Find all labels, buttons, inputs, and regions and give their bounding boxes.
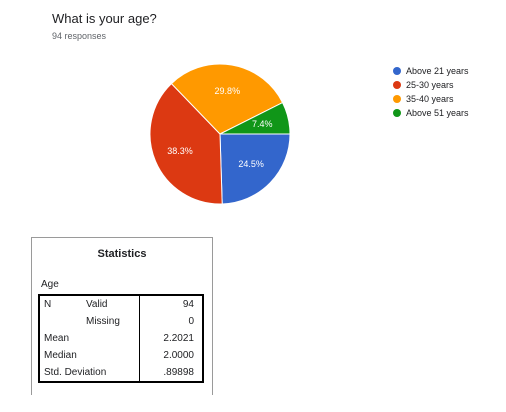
chart-legend: Above 21 years 25-30 years 35-40 years A… bbox=[393, 64, 469, 120]
table-row: N Valid 94 bbox=[39, 295, 203, 313]
legend-label: Above 21 years bbox=[406, 66, 469, 76]
question-title: What is your age? bbox=[52, 11, 157, 26]
slice-label: 38.3% bbox=[167, 146, 193, 156]
legend-swatch-icon bbox=[393, 81, 401, 89]
legend-label: Above 51 years bbox=[406, 108, 469, 118]
table-row: Std. Deviation .89898 bbox=[39, 364, 203, 382]
slice-label: 29.8% bbox=[215, 86, 241, 96]
row-sublabel: Valid bbox=[86, 299, 108, 310]
table-row: Median 2.0000 bbox=[39, 347, 203, 364]
legend-swatch-icon bbox=[393, 67, 401, 75]
statistics-panel: Statistics Age N Valid 94 Missing 0 Mean… bbox=[31, 237, 213, 395]
row-label: Std. Deviation bbox=[44, 367, 107, 378]
pie-slice bbox=[219, 101, 291, 135]
legend-swatch-icon bbox=[393, 95, 401, 103]
legend-item: 25-30 years bbox=[393, 78, 469, 92]
row-label: Mean bbox=[44, 333, 70, 344]
slice-label: 7.4% bbox=[252, 119, 273, 129]
row-value: 0 bbox=[139, 313, 203, 330]
table-row: Missing 0 bbox=[39, 313, 203, 330]
pie-slice bbox=[149, 82, 223, 205]
slice-label: 24.5% bbox=[238, 159, 264, 169]
legend-label: 35-40 years bbox=[406, 94, 454, 104]
legend-item: Above 21 years bbox=[393, 64, 469, 78]
row-sublabel: Missing bbox=[86, 316, 120, 327]
table-row: Mean 2.2021 bbox=[39, 330, 203, 347]
legend-label: 25-30 years bbox=[406, 80, 454, 90]
response-count: 94 responses bbox=[52, 31, 107, 41]
row-value: 2.0000 bbox=[139, 347, 203, 364]
statistics-table: N Valid 94 Missing 0 Mean 2.2021 Median … bbox=[38, 294, 204, 383]
row-value: 94 bbox=[139, 295, 203, 313]
pie-slice bbox=[219, 133, 291, 205]
legend-item: 35-40 years bbox=[393, 92, 469, 106]
row-value: .89898 bbox=[139, 364, 203, 382]
row-label: Median bbox=[44, 350, 77, 361]
legend-item: Above 51 years bbox=[393, 106, 469, 120]
row-label bbox=[39, 313, 86, 330]
row-label: N bbox=[44, 299, 52, 310]
statistics-variable: Age bbox=[41, 279, 59, 290]
legend-swatch-icon bbox=[393, 109, 401, 117]
statistics-title: Statistics bbox=[97, 248, 147, 260]
row-value: 2.2021 bbox=[139, 330, 203, 347]
